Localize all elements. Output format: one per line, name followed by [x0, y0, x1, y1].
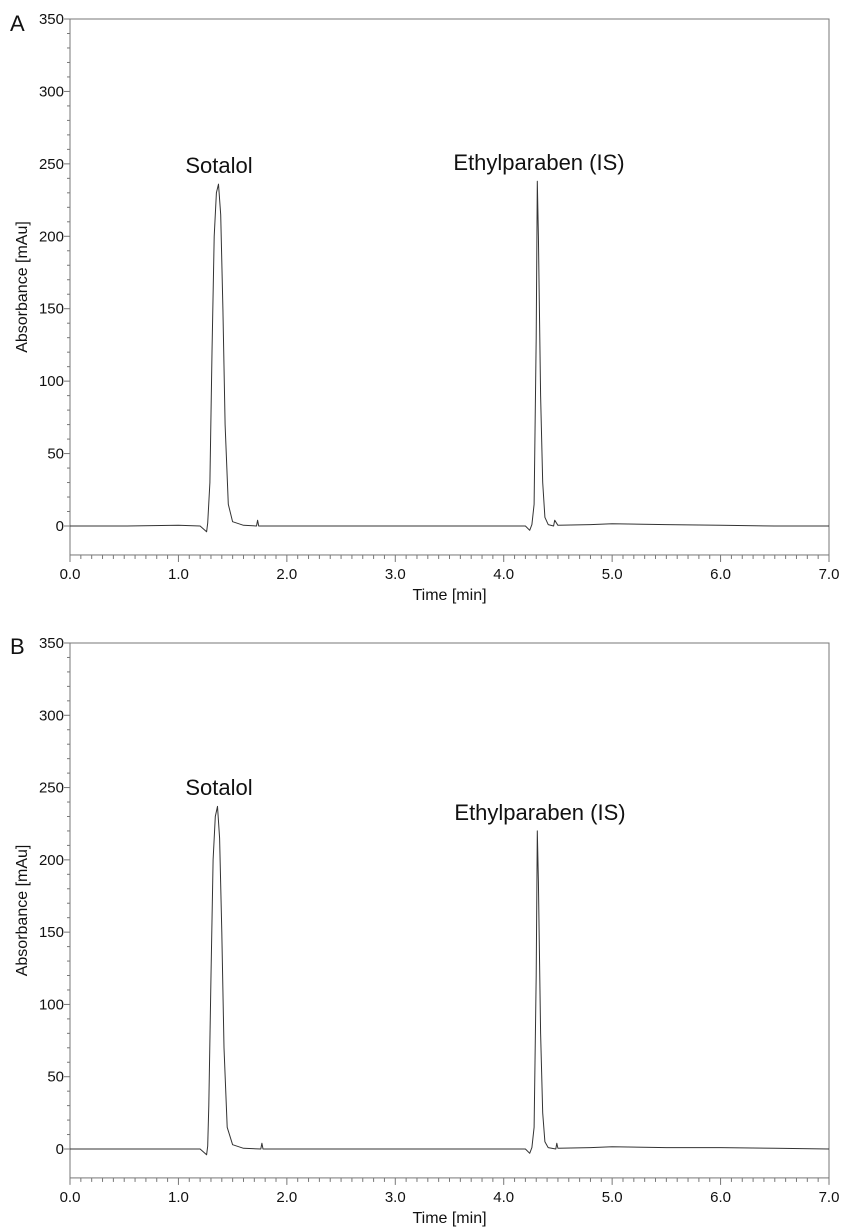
- y-tick-label: 50: [47, 1069, 64, 1086]
- x-tick-label: 1.0: [168, 1189, 189, 1206]
- panel-letter: B: [10, 634, 25, 659]
- y-tick-label: 100: [39, 373, 64, 390]
- x-tick-label: 2.0: [276, 566, 297, 583]
- ethylparaben-peak-label: Ethylparaben (IS): [454, 800, 625, 825]
- x-tick-label: 2.0: [276, 1189, 297, 1206]
- y-tick-label: 350: [39, 635, 64, 652]
- y-tick-label: 200: [39, 228, 64, 245]
- x-tick-label: 7.0: [819, 566, 840, 583]
- x-tick-label: 5.0: [602, 1189, 623, 1206]
- plot-frame: [69, 642, 830, 1179]
- y-tick-label: 350: [39, 11, 64, 28]
- x-tick-label: 3.0: [385, 566, 406, 583]
- y-tick-label: 100: [39, 996, 64, 1013]
- signal-trace: [70, 805, 830, 1156]
- y-tick-label: 300: [39, 707, 64, 724]
- y-tick-label: 50: [47, 446, 64, 463]
- y-tick-label: 0: [56, 518, 64, 535]
- chart-panel-b: B 0.0 1.0 2.0 3.0 4.0 5.0 6.0 7.0 0 50 100 150 200 250…: [10, 634, 839, 1227]
- x-axis-title: Time [min]: [412, 1210, 486, 1227]
- x-tick-label: 6.0: [710, 566, 731, 583]
- y-tick-label: 150: [39, 301, 64, 318]
- sotalol-peak-label: Sotalol: [185, 153, 252, 178]
- y-tick-label: 250: [39, 780, 64, 797]
- y-axis-title: Absorbance [mAu]: [14, 221, 31, 353]
- y-tick-label: 250: [39, 156, 64, 173]
- x-tick-label: 0.0: [60, 1189, 81, 1206]
- x-tick-label: 1.0: [168, 566, 189, 583]
- x-tick-label: 3.0: [385, 1189, 406, 1206]
- sotalol-peak-label: Sotalol: [185, 775, 252, 800]
- y-axis-title: Absorbance [mAu]: [14, 845, 31, 977]
- x-tick-label: 6.0: [710, 1189, 731, 1206]
- x-axis-title: Time [min]: [412, 587, 486, 604]
- x-tick-label: 5.0: [602, 566, 623, 583]
- x-tick-label: 7.0: [819, 1189, 840, 1206]
- signal-trace: [70, 180, 829, 533]
- chart-panel-a: A 0.0 1.0 2.0 3.0 4.0 5.0 6.0 7.0 0 50 100 150 200 250…: [10, 11, 839, 604]
- y-tick-label: 150: [39, 924, 64, 941]
- ethylparaben-peak-label: Ethylparaben (IS): [453, 150, 624, 175]
- plot-frame: [69, 18, 830, 556]
- y-tick-label: 300: [39, 83, 64, 100]
- y-tick-label: 0: [56, 1141, 64, 1158]
- x-tick-label: 4.0: [493, 566, 514, 583]
- y-tick-label: 200: [39, 852, 64, 869]
- x-tick-label: 4.0: [493, 1189, 514, 1206]
- panel-letter: A: [10, 11, 25, 36]
- x-tick-label: 0.0: [60, 566, 81, 583]
